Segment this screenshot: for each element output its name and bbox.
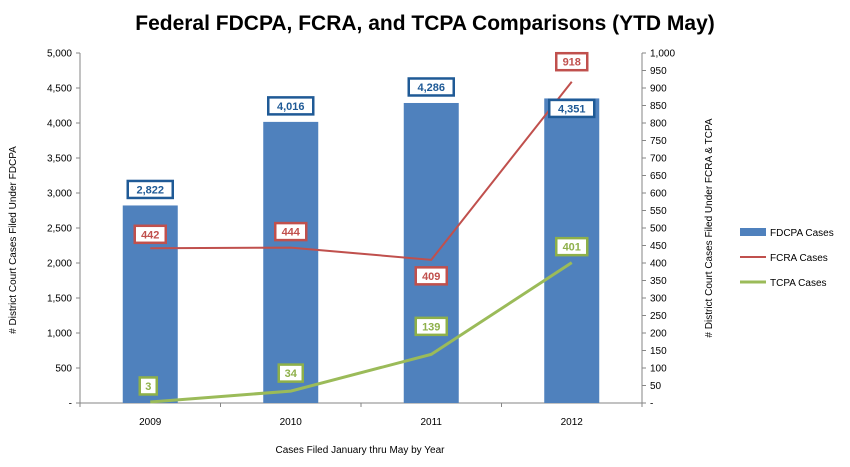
x-tick-label: 2010 [280, 417, 303, 428]
left-tick-label: 5,000 [47, 49, 72, 60]
chart-title: Federal FDCPA, FCRA, and TCPA Comparison… [135, 12, 715, 35]
right-tick-label: 150 [650, 346, 667, 357]
data-label-text: 409 [422, 271, 440, 283]
data-label: 3 [140, 377, 157, 394]
data-label: 918 [556, 53, 587, 70]
x-tick-label: 2012 [561, 417, 584, 428]
left-tick-label: 1,000 [47, 329, 72, 340]
data-label-text: 3 [145, 381, 151, 393]
legend-label: FDCPA Cases [770, 228, 834, 239]
x-axis-title: Cases Filed January thru May by Year [276, 445, 446, 456]
y-axis-title: # District Court Cases Filed Under FDCPA [8, 146, 19, 334]
x-tick-label: 2011 [420, 417, 442, 428]
legend-item-tcpa: TCPA Cases [740, 278, 827, 289]
data-label: 409 [416, 267, 447, 284]
line-fcra [150, 82, 572, 260]
y2-axis-title: # District Court Cases Filed Under FCRA … [704, 118, 715, 337]
right-tick-label: 450 [650, 241, 667, 252]
data-label: 139 [416, 318, 447, 335]
data-label-text: 4,016 [277, 101, 305, 113]
data-label: 442 [135, 226, 166, 243]
right-tick-label: 400 [650, 259, 667, 270]
right-tick-label: 950 [650, 66, 667, 77]
right-tick-label: 850 [650, 101, 667, 112]
left-tick-label: 3,000 [47, 189, 72, 200]
x-tick-label: 2009 [139, 417, 162, 428]
data-label-text: 4,286 [417, 82, 445, 94]
left-tick-label: - [69, 399, 72, 410]
data-label: 4,351 [549, 100, 594, 117]
right-tick-label: 900 [650, 84, 667, 95]
right-tick-label: 600 [650, 189, 667, 200]
data-labels: 2,822 4,016 4,286 4,351 442 444 409 918 3 34 139 40… [128, 53, 595, 394]
left-tick-label: 4,000 [47, 119, 72, 130]
data-label: 401 [556, 238, 587, 255]
left-tick-label: 1,500 [47, 294, 72, 305]
right-tick-label: 650 [650, 171, 667, 182]
data-label-text: 918 [563, 57, 581, 69]
data-label: 34 [279, 365, 303, 382]
right-tick-label: 250 [650, 311, 667, 322]
legend-item-fdcpa: FDCPA Cases [740, 228, 834, 239]
right-tick-label: 550 [650, 206, 667, 217]
left-tick-label: 2,000 [47, 259, 72, 270]
right-tick-label: - [650, 399, 653, 410]
right-tick-label: 200 [650, 329, 667, 340]
data-label-text: 401 [563, 242, 581, 254]
line-series [150, 82, 572, 402]
legend: FDCPA Cases FCRA Cases TCPA Cases [740, 228, 834, 289]
right-tick-label: 500 [650, 224, 667, 235]
data-label-text: 444 [282, 227, 301, 239]
right-tick-label: 300 [650, 294, 667, 305]
bar-fdcpa-2010 [263, 122, 318, 403]
fdcpa-bars [123, 98, 600, 403]
left-tick-label: 4,500 [47, 84, 72, 95]
data-label-text: 4,351 [558, 103, 586, 115]
right-tick-label: 350 [650, 276, 667, 287]
right-tick-label: 700 [650, 154, 667, 165]
right-tick-label: 100 [650, 364, 667, 375]
right-tick-label: 800 [650, 119, 667, 130]
legend-label: TCPA Cases [770, 278, 827, 289]
right-tick-label: 750 [650, 136, 667, 147]
right-tick-label: 1,000 [650, 49, 675, 60]
data-label: 444 [275, 223, 306, 240]
legend-label: FCRA Cases [770, 253, 828, 264]
data-label-text: 442 [141, 229, 159, 241]
data-label: 4,016 [268, 97, 313, 114]
legend-item-fcra: FCRA Cases [740, 253, 828, 264]
data-label: 2,822 [128, 181, 173, 198]
line-tcpa [150, 263, 572, 402]
data-label-text: 2,822 [136, 184, 164, 196]
left-tick-label: 3,500 [47, 154, 72, 165]
legend-swatch [740, 228, 766, 236]
right-tick-label: 50 [650, 381, 662, 392]
left-tick-label: 2,500 [47, 224, 72, 235]
data-label-text: 139 [422, 321, 440, 333]
data-label-text: 34 [285, 368, 298, 380]
data-label: 4,286 [409, 78, 454, 95]
left-tick-label: 500 [55, 364, 72, 375]
